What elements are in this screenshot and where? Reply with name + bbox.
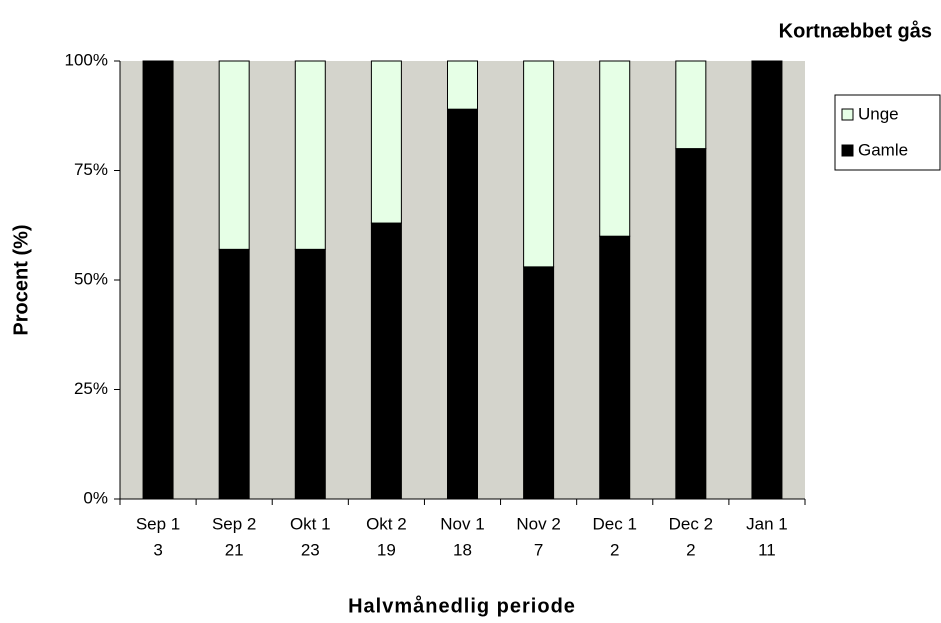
x-axis-label: Halvmånedlig periode bbox=[348, 594, 576, 617]
x-tick-label: Dec 1 bbox=[593, 514, 637, 533]
legend-label: Gamle bbox=[858, 140, 908, 159]
bar-segment bbox=[523, 266, 555, 500]
y-tick-label: 50% bbox=[74, 269, 108, 288]
bar-segment bbox=[218, 60, 250, 250]
sample-size-label: 21 bbox=[225, 540, 244, 559]
legend-box bbox=[834, 94, 941, 171]
x-tick-label: Nov 1 bbox=[440, 514, 484, 533]
legend-label: Unge bbox=[858, 104, 899, 123]
y-tick-label: 75% bbox=[74, 160, 108, 179]
bar-segment bbox=[675, 148, 707, 500]
y-axis-label: Procent (%) bbox=[10, 224, 32, 335]
sample-size-label: 2 bbox=[610, 540, 619, 559]
sample-size-label: 11 bbox=[758, 540, 776, 559]
x-tick-label: Jan 1 bbox=[746, 514, 788, 533]
y-tick-label: 25% bbox=[74, 379, 108, 398]
bar-segment bbox=[447, 60, 478, 110]
bar-segment bbox=[599, 235, 631, 500]
chart-title: Kortnæbbet gås bbox=[779, 19, 932, 42]
bar-segment bbox=[523, 60, 555, 268]
legend-swatch bbox=[841, 144, 854, 157]
x-tick-label: Dec 2 bbox=[669, 514, 713, 533]
x-tick-label: Sep 1 bbox=[136, 514, 180, 533]
y-tick-label: 0% bbox=[83, 488, 108, 507]
bar-segment bbox=[370, 60, 402, 224]
sample-size-label: 7 bbox=[534, 540, 543, 559]
bar-segment bbox=[218, 248, 250, 500]
bar-segment bbox=[294, 248, 326, 500]
x-tick-label: Okt 2 bbox=[366, 514, 407, 533]
sample-size-label: 3 bbox=[153, 540, 162, 559]
bar-segment bbox=[599, 60, 631, 237]
bar-segment bbox=[447, 108, 478, 500]
x-tick-label: Okt 1 bbox=[290, 514, 331, 533]
sample-size-label: 23 bbox=[301, 540, 320, 559]
sample-size-label: 19 bbox=[377, 540, 396, 559]
sample-size-label: 2 bbox=[686, 540, 695, 559]
legend-swatch bbox=[841, 108, 854, 121]
bar-segment bbox=[294, 60, 326, 250]
bar-segment bbox=[751, 60, 783, 500]
bar-segment bbox=[370, 222, 402, 500]
bar-segment bbox=[675, 60, 707, 150]
sample-size-label: 18 bbox=[453, 540, 472, 559]
x-tick-label: Nov 2 bbox=[516, 514, 560, 533]
y-tick-label: 100% bbox=[65, 50, 108, 69]
bar-segment bbox=[142, 60, 174, 500]
x-tick-label: Sep 2 bbox=[212, 514, 256, 533]
